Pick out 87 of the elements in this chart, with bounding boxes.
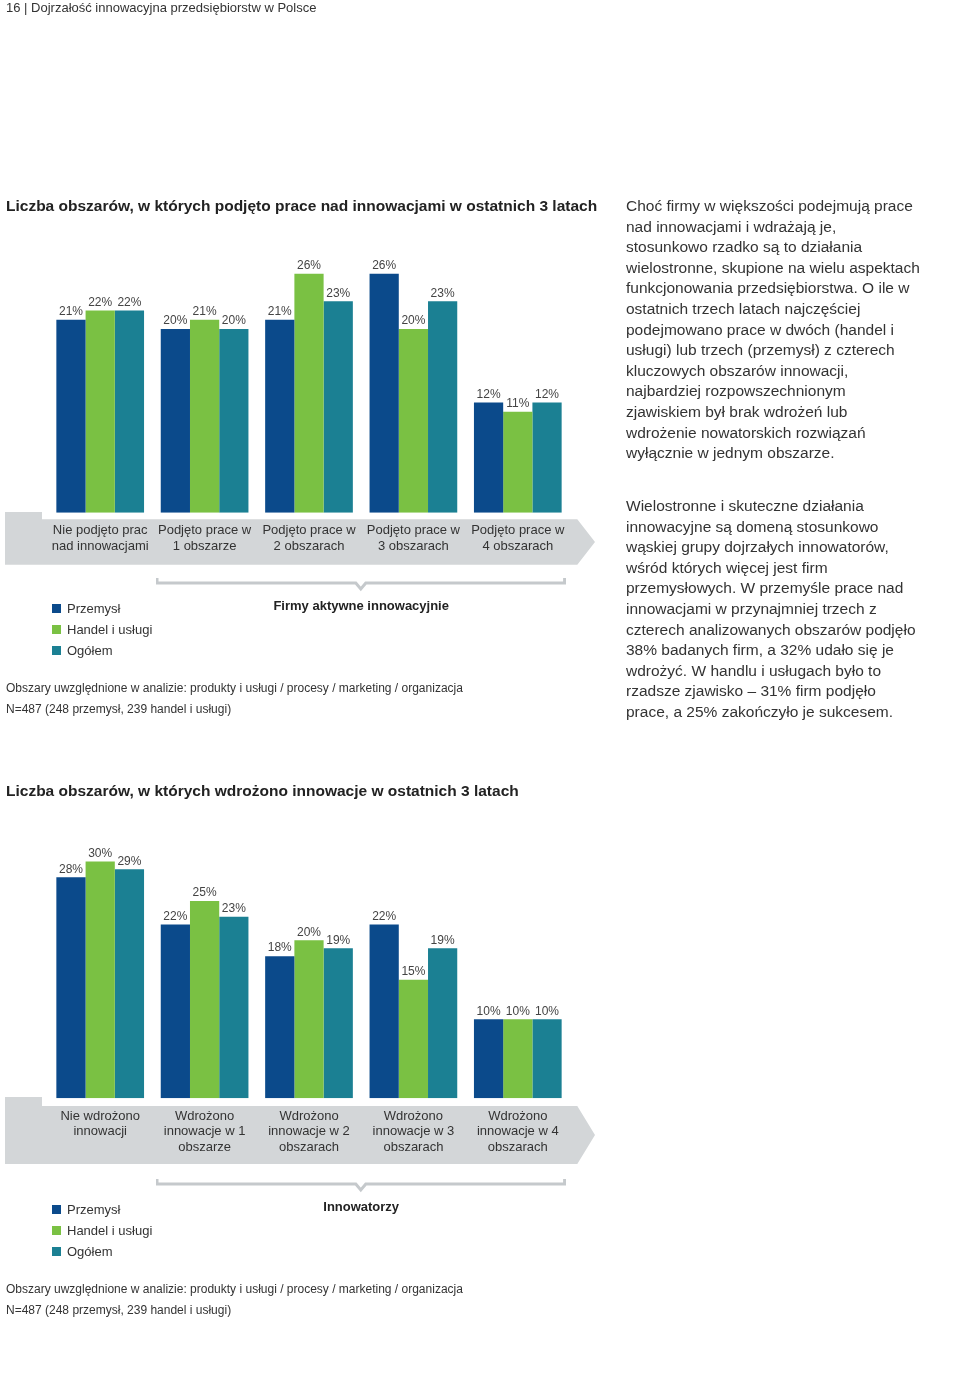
data-label: 22% <box>163 908 188 923</box>
text: Innowatorzy <box>322 1199 401 1214</box>
bar <box>503 1019 533 1099</box>
bar <box>189 319 220 513</box>
data-label: 20% <box>163 313 188 328</box>
x-tick-label: Wdrożono innowacje w 4 obszarach <box>476 1107 559 1154</box>
x-tick-label: Wdrożono innowacje w 2 obszarach <box>268 1107 350 1154</box>
data-label: 23% <box>221 901 247 916</box>
bar <box>294 273 324 513</box>
x-tick-label: Podjęto prace w 2 obszarach <box>262 522 357 553</box>
data-label: 30% <box>88 845 113 860</box>
legend-label: Handel i usługi <box>67 1223 153 1238</box>
legend-label: Przemysł <box>67 601 121 616</box>
bar <box>160 328 190 513</box>
data-label: 10% <box>505 1003 531 1018</box>
bar <box>398 328 429 513</box>
bar <box>85 310 115 513</box>
legend-label: Przemysł <box>67 1202 121 1217</box>
data-label: 28% <box>58 861 84 876</box>
data-label: 12% <box>476 386 501 401</box>
data-label: 23% <box>326 285 351 300</box>
x-tick-label: Nie wdrożono innowacji <box>60 1107 140 1139</box>
bar <box>473 402 504 513</box>
x-tick-label: Podjęto prace w 1 obszarze <box>157 522 252 553</box>
data-label: 23% <box>430 285 455 300</box>
x-tick-label: Podjęto prace w 3 obszarach <box>366 522 461 553</box>
bar <box>503 411 533 513</box>
legend-label: Handel i usługi <box>67 622 153 637</box>
data-label: 22% <box>117 294 142 309</box>
bar <box>189 900 220 1099</box>
bar <box>428 301 458 513</box>
x-tick-label: Wdrożono innowacje w 1 obszarze <box>163 1107 246 1154</box>
bar <box>398 979 429 1099</box>
text: Wielostronne i skuteczne działania innowacyjne są domeną stosunkowo wąskiej grupy dojrzałych innowatorów, wśród których więcej jest firm przemysłowych. W przemyśle prace nad innowacjami w przynajmniej trzech z czterech analizowanych obszarów podjęło 38% badanych firm, a 32% udało się je wdrożyć. W handlu i usługach było to rzadsze zjawisko – 31% firm podjęło prace, a 25% zakończyło je sukcesem. <box>626 497 916 720</box>
data-label: 21% <box>192 304 217 319</box>
bar <box>56 319 86 513</box>
data-label: 21% <box>58 304 84 319</box>
legend-label: Ogółem <box>67 643 113 658</box>
chart-title: Liczba obszarów, w których podjęto prace nad innowacjami w ostatnich 3 latach <box>6 197 598 215</box>
bar <box>265 956 295 1099</box>
bar <box>294 940 324 1099</box>
data-label: 18% <box>267 940 293 955</box>
data-label: 11% <box>506 395 530 410</box>
text: 16 | Dojrzałość innowacyjna przedsiębiorstw w Polsce <box>6 0 317 15</box>
bar <box>114 310 145 513</box>
text: Choć firmy w większości podejmują prace nad innowacjami i wdrażają je, stosunkowo rzadko są to działania wielostronne, skupione na wielu aspektach funkcjonowania przedsiębiorstwa. O ile w ostatnich trzech latach najczęściej podejmowano prace w dwóch (handel i usługi) lub trzech (przemysł) z czterech kluczowych obszarów innowacji, najbardziej rozpowszechnionym zjawiskiem był brak wdrożeń lub wdrożenie nowatorskich rozwiązań wyłącznie w jednym obszarze. <box>626 197 920 462</box>
text: Firmy aktywne innowacyjnie <box>272 598 450 613</box>
text: Obszary uwzględnione w analizie: produkty i usługi / procesy / marketing / organizacja <box>6 681 463 695</box>
data-label: 10% <box>476 1003 501 1018</box>
bar <box>369 924 399 1099</box>
data-label: 15% <box>401 964 426 979</box>
bar <box>265 319 295 513</box>
bar <box>85 861 115 1099</box>
bar <box>473 1019 504 1099</box>
data-label: 19% <box>430 932 455 947</box>
data-label: 20% <box>296 924 322 939</box>
x-tick-label: Nie podjęto prac nad innowacjami <box>51 522 149 553</box>
data-label: 22% <box>372 908 397 923</box>
data-label: 26% <box>372 258 397 273</box>
data-label: 26% <box>296 258 322 273</box>
bar <box>219 328 249 513</box>
text: N=487 (248 przemysł, 239 handel i usługi) <box>6 701 232 716</box>
text: N=487 (248 przemysł, 239 handel i usługi) <box>6 1302 232 1317</box>
text: Obszary uwzględnione w analizie: produkty i usługi / procesy / marketing / organizacja <box>6 1282 463 1296</box>
data-label: 10% <box>535 1003 560 1018</box>
data-label: 21% <box>267 304 293 319</box>
x-tick-label: Podjęto prace w 4 obszarach <box>471 522 566 553</box>
data-label: 22% <box>88 294 113 309</box>
bar <box>532 402 562 513</box>
bar <box>160 924 190 1099</box>
bar <box>532 1019 562 1099</box>
data-label: 12% <box>535 386 560 401</box>
bar <box>114 869 145 1099</box>
bar <box>323 948 353 1099</box>
data-label: 19% <box>326 932 351 947</box>
bar <box>56 877 86 1099</box>
legend-label: Ogółem <box>67 1244 113 1259</box>
bar <box>369 273 399 513</box>
bar <box>219 916 249 1099</box>
bar <box>428 948 458 1099</box>
data-label: 20% <box>221 313 247 328</box>
x-tick-label: Wdrożono innowacje w 3 obszarach <box>372 1107 455 1154</box>
chart-title: Liczba obszarów, w których wdrożono innowacje w ostatnich 3 latach <box>6 782 519 800</box>
data-label: 20% <box>401 313 426 328</box>
data-label: 25% <box>192 885 217 900</box>
data-label: 29% <box>117 853 142 868</box>
bar <box>323 301 353 513</box>
